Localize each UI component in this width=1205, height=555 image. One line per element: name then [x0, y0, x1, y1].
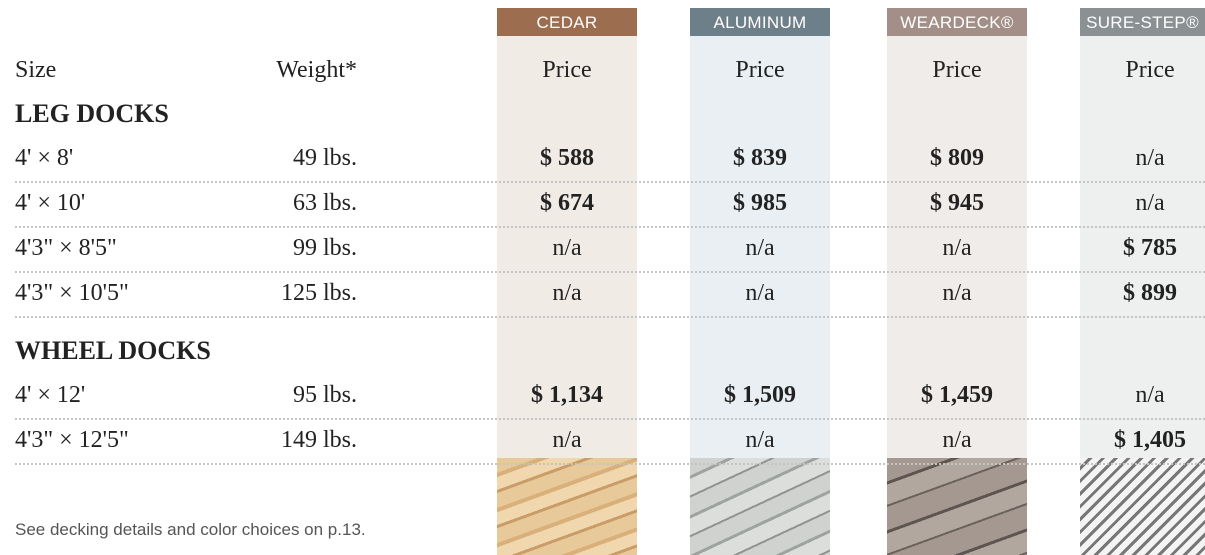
aluminum-swatch: [690, 458, 830, 555]
section-title: WHEEL DOCKS: [15, 336, 211, 366]
price-cell: $ 588: [540, 143, 594, 173]
price-header: Price: [1125, 55, 1174, 85]
price-cell: n/a: [552, 278, 581, 308]
price-cell: $ 674: [540, 188, 594, 218]
row-separator: [15, 463, 1205, 465]
weight-cell: 149 lbs.: [281, 425, 357, 455]
weight-header: Weight*: [276, 55, 357, 85]
size-cell: 4'3" × 8'5": [15, 233, 117, 263]
price-cell: $ 839: [733, 143, 787, 173]
column-header: SURE-STEP®: [1080, 8, 1205, 36]
weight-cell: 49 lbs.: [293, 143, 357, 173]
weight-cell: 63 lbs.: [293, 188, 357, 218]
size-header: Size: [15, 55, 56, 85]
price-cell: $ 899: [1123, 278, 1177, 308]
price-cell: n/a: [942, 425, 971, 455]
column-header: CEDAR: [497, 8, 637, 36]
section-title: LEG DOCKS: [15, 99, 169, 129]
price-cell: $ 1,134: [531, 380, 603, 410]
cedar-swatch: [497, 458, 637, 555]
price-cell: $ 1,459: [921, 380, 993, 410]
weight-cell: 125 lbs.: [281, 278, 357, 308]
column-header: ALUMINUM: [690, 8, 830, 36]
price-cell: n/a: [745, 425, 774, 455]
row-separator: [15, 226, 1205, 228]
row-separator: [15, 271, 1205, 273]
price-cell: $ 945: [930, 188, 984, 218]
price-cell: $ 785: [1123, 233, 1177, 263]
row-separator: [15, 418, 1205, 420]
price-cell: $ 1,509: [724, 380, 796, 410]
price-cell: $ 985: [733, 188, 787, 218]
price-cell: n/a: [1135, 143, 1164, 173]
row-separator: [15, 316, 1205, 318]
size-cell: 4' × 12': [15, 380, 85, 410]
price-cell: $ 809: [930, 143, 984, 173]
footnote: See decking details and color choices on…: [15, 520, 366, 540]
price-header: Price: [735, 55, 784, 85]
price-cell: n/a: [552, 425, 581, 455]
price-cell: n/a: [552, 233, 581, 263]
price-cell: n/a: [745, 233, 774, 263]
price-cell: n/a: [1135, 380, 1164, 410]
price-header: Price: [542, 55, 591, 85]
price-cell: $ 1,405: [1114, 425, 1186, 455]
price-cell: n/a: [942, 278, 971, 308]
price-table-page: CEDAR ALUMINUM WEARDECK® SURE-STEP® Size…: [0, 0, 1205, 555]
size-cell: 4'3" × 10'5": [15, 278, 129, 308]
row-separator: [15, 181, 1205, 183]
size-cell: 4' × 8': [15, 143, 73, 173]
column-header: WEARDECK®: [887, 8, 1027, 36]
price-cell: n/a: [1135, 188, 1164, 218]
size-cell: 4' × 10': [15, 188, 85, 218]
weardeck-swatch: [887, 458, 1027, 555]
weight-cell: 95 lbs.: [293, 380, 357, 410]
sure-step-swatch: [1080, 458, 1205, 555]
weight-cell: 99 lbs.: [293, 233, 357, 263]
size-cell: 4'3" × 12'5": [15, 425, 129, 455]
price-header: Price: [932, 55, 981, 85]
price-cell: n/a: [942, 233, 971, 263]
price-cell: n/a: [745, 278, 774, 308]
